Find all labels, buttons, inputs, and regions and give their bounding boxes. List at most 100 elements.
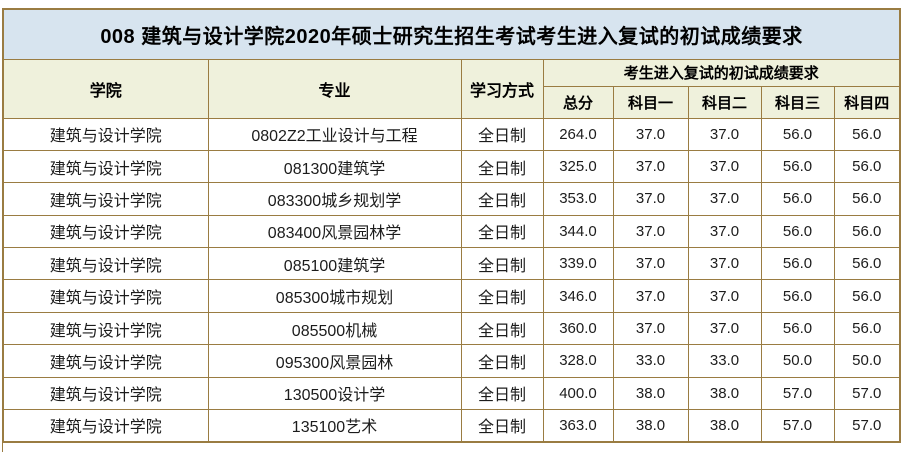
cell-subject-3: 56.0: [760, 311, 835, 346]
cell-study-mode: 全日制: [460, 149, 544, 184]
cell-subject-1: 37.0: [612, 247, 689, 281]
header-requirements-group: 考生进入复试的初试成绩要求: [542, 58, 901, 87]
header-row-main: 学院 专业 学习方式 考生进入复试的初试成绩要求: [2, 58, 901, 119]
cell-subject-3: 56.0: [760, 117, 835, 151]
cell-subject-2: 37.0: [687, 117, 762, 151]
cell-total-score: 264.0: [542, 117, 614, 151]
scores-table-container: 008 建筑与设计学院2020年硕士研究生招生考试考生进入复试的初试成绩要求 学…: [2, 8, 902, 452]
cell-subject-4: 57.0: [833, 409, 901, 443]
cell-subject-3: 50.0: [760, 344, 835, 378]
table-left-border-continuation: [2, 442, 3, 452]
cell-subject-2: 38.0: [687, 409, 762, 443]
cell-subject-1: 37.0: [612, 279, 689, 313]
cell-study-mode: 全日制: [460, 376, 544, 411]
cell-subject-2: 37.0: [687, 311, 762, 346]
cell-study-mode: 全日制: [460, 247, 544, 281]
cell-subject-3: 56.0: [760, 182, 835, 216]
cell-total-score: 328.0: [542, 344, 614, 378]
table-row: 建筑与设计学院 0802Z2工业设计与工程 全日制 264.0 37.0 37.…: [2, 117, 901, 151]
cell-study-mode: 全日制: [460, 279, 544, 313]
cell-major: 083300城乡规划学: [207, 182, 462, 216]
header-subject-3: 科目三: [760, 85, 835, 119]
cell-total-score: 400.0: [542, 376, 614, 411]
cell-subject-4: 56.0: [833, 247, 901, 281]
cell-subject-2: 37.0: [687, 247, 762, 281]
table-row: 建筑与设计学院 083300城乡规划学 全日制 353.0 37.0 37.0 …: [2, 182, 901, 216]
cell-study-mode: 全日制: [460, 409, 544, 443]
cell-subject-4: 56.0: [833, 182, 901, 216]
cell-subject-3: 56.0: [760, 149, 835, 184]
cell-major: 0802Z2工业设计与工程: [207, 117, 462, 151]
cell-subject-4: 56.0: [833, 117, 901, 151]
cell-college: 建筑与设计学院: [2, 149, 209, 184]
cell-subject-1: 37.0: [612, 149, 689, 184]
cell-subject-1: 37.0: [612, 117, 689, 151]
cell-subject-4: 56.0: [833, 149, 901, 184]
page-title: 008 建筑与设计学院2020年硕士研究生招生考试考生进入复试的初试成绩要求: [2, 8, 901, 60]
cell-major: 085300城市规划: [207, 279, 462, 313]
cell-study-mode: 全日制: [460, 117, 544, 151]
header-subject-4: 科目四: [833, 85, 901, 119]
header-total-score: 总分: [542, 85, 614, 119]
table-row: 建筑与设计学院 135100艺术 全日制 363.0 38.0 38.0 57.…: [2, 409, 901, 443]
cell-subject-3: 56.0: [760, 247, 835, 281]
cell-subject-2: 37.0: [687, 214, 762, 249]
cell-college: 建筑与设计学院: [2, 279, 209, 313]
cell-subject-4: 57.0: [833, 376, 901, 411]
header-college: 学院: [2, 58, 209, 119]
cell-college: 建筑与设计学院: [2, 311, 209, 346]
cell-college: 建筑与设计学院: [2, 409, 209, 443]
cell-total-score: 363.0: [542, 409, 614, 443]
cell-subject-2: 37.0: [687, 182, 762, 216]
cell-major: 095300风景园林: [207, 344, 462, 378]
cell-total-score: 353.0: [542, 182, 614, 216]
cell-major: 135100艺术: [207, 409, 462, 443]
header-subject-1: 科目一: [612, 85, 689, 119]
cell-subject-2: 37.0: [687, 149, 762, 184]
cell-study-mode: 全日制: [460, 311, 544, 346]
cell-college: 建筑与设计学院: [2, 247, 209, 281]
table-row: 建筑与设计学院 085100建筑学 全日制 339.0 37.0 37.0 56…: [2, 247, 901, 281]
cell-major: 083400风景园林学: [207, 214, 462, 249]
cell-subject-3: 56.0: [760, 214, 835, 249]
cell-total-score: 325.0: [542, 149, 614, 184]
cell-college: 建筑与设计学院: [2, 117, 209, 151]
cell-major: 130500设计学: [207, 376, 462, 411]
table-row: 建筑与设计学院 130500设计学 全日制 400.0 38.0 38.0 57…: [2, 376, 901, 411]
cell-subject-3: 57.0: [760, 376, 835, 411]
cell-subject-1: 38.0: [612, 376, 689, 411]
cell-college: 建筑与设计学院: [2, 182, 209, 216]
cell-subject-1: 37.0: [612, 214, 689, 249]
cell-subject-1: 37.0: [612, 182, 689, 216]
cell-subject-4: 56.0: [833, 311, 901, 346]
header-study-mode: 学习方式: [460, 58, 544, 119]
cell-subject-2: 38.0: [687, 376, 762, 411]
cell-study-mode: 全日制: [460, 214, 544, 249]
table-row: 建筑与设计学院 081300建筑学 全日制 325.0 37.0 37.0 56…: [2, 149, 901, 184]
cell-subject-1: 38.0: [612, 409, 689, 443]
cell-subject-1: 33.0: [612, 344, 689, 378]
header-subject-2: 科目二: [687, 85, 762, 119]
cell-major: 085100建筑学: [207, 247, 462, 281]
cell-subject-2: 37.0: [687, 279, 762, 313]
header-major: 专业: [207, 58, 462, 119]
cell-college: 建筑与设计学院: [2, 214, 209, 249]
cell-college: 建筑与设计学院: [2, 344, 209, 378]
table-row: 建筑与设计学院 083400风景园林学 全日制 344.0 37.0 37.0 …: [2, 214, 901, 249]
header-row-sub: 总分 科目一 科目二 科目三 科目四: [3, 85, 901, 119]
table-row: 建筑与设计学院 085500机械 全日制 360.0 37.0 37.0 56.…: [2, 311, 901, 346]
title-row: 008 建筑与设计学院2020年硕士研究生招生考试考生进入复试的初试成绩要求: [2, 8, 901, 60]
cell-total-score: 339.0: [542, 247, 614, 281]
cell-subject-2: 33.0: [687, 344, 762, 378]
cell-subject-1: 37.0: [612, 311, 689, 346]
cell-total-score: 360.0: [542, 311, 614, 346]
cell-subject-3: 57.0: [760, 409, 835, 443]
cell-subject-3: 56.0: [760, 279, 835, 313]
scores-table: 008 建筑与设计学院2020年硕士研究生招生考试考生进入复试的初试成绩要求 学…: [2, 8, 902, 443]
cell-study-mode: 全日制: [460, 182, 544, 216]
cell-subject-4: 50.0: [833, 344, 901, 378]
cell-study-mode: 全日制: [460, 344, 544, 378]
table-row: 建筑与设计学院 085300城市规划 全日制 346.0 37.0 37.0 5…: [2, 279, 901, 313]
cell-total-score: 346.0: [542, 279, 614, 313]
cell-subject-4: 56.0: [833, 279, 901, 313]
